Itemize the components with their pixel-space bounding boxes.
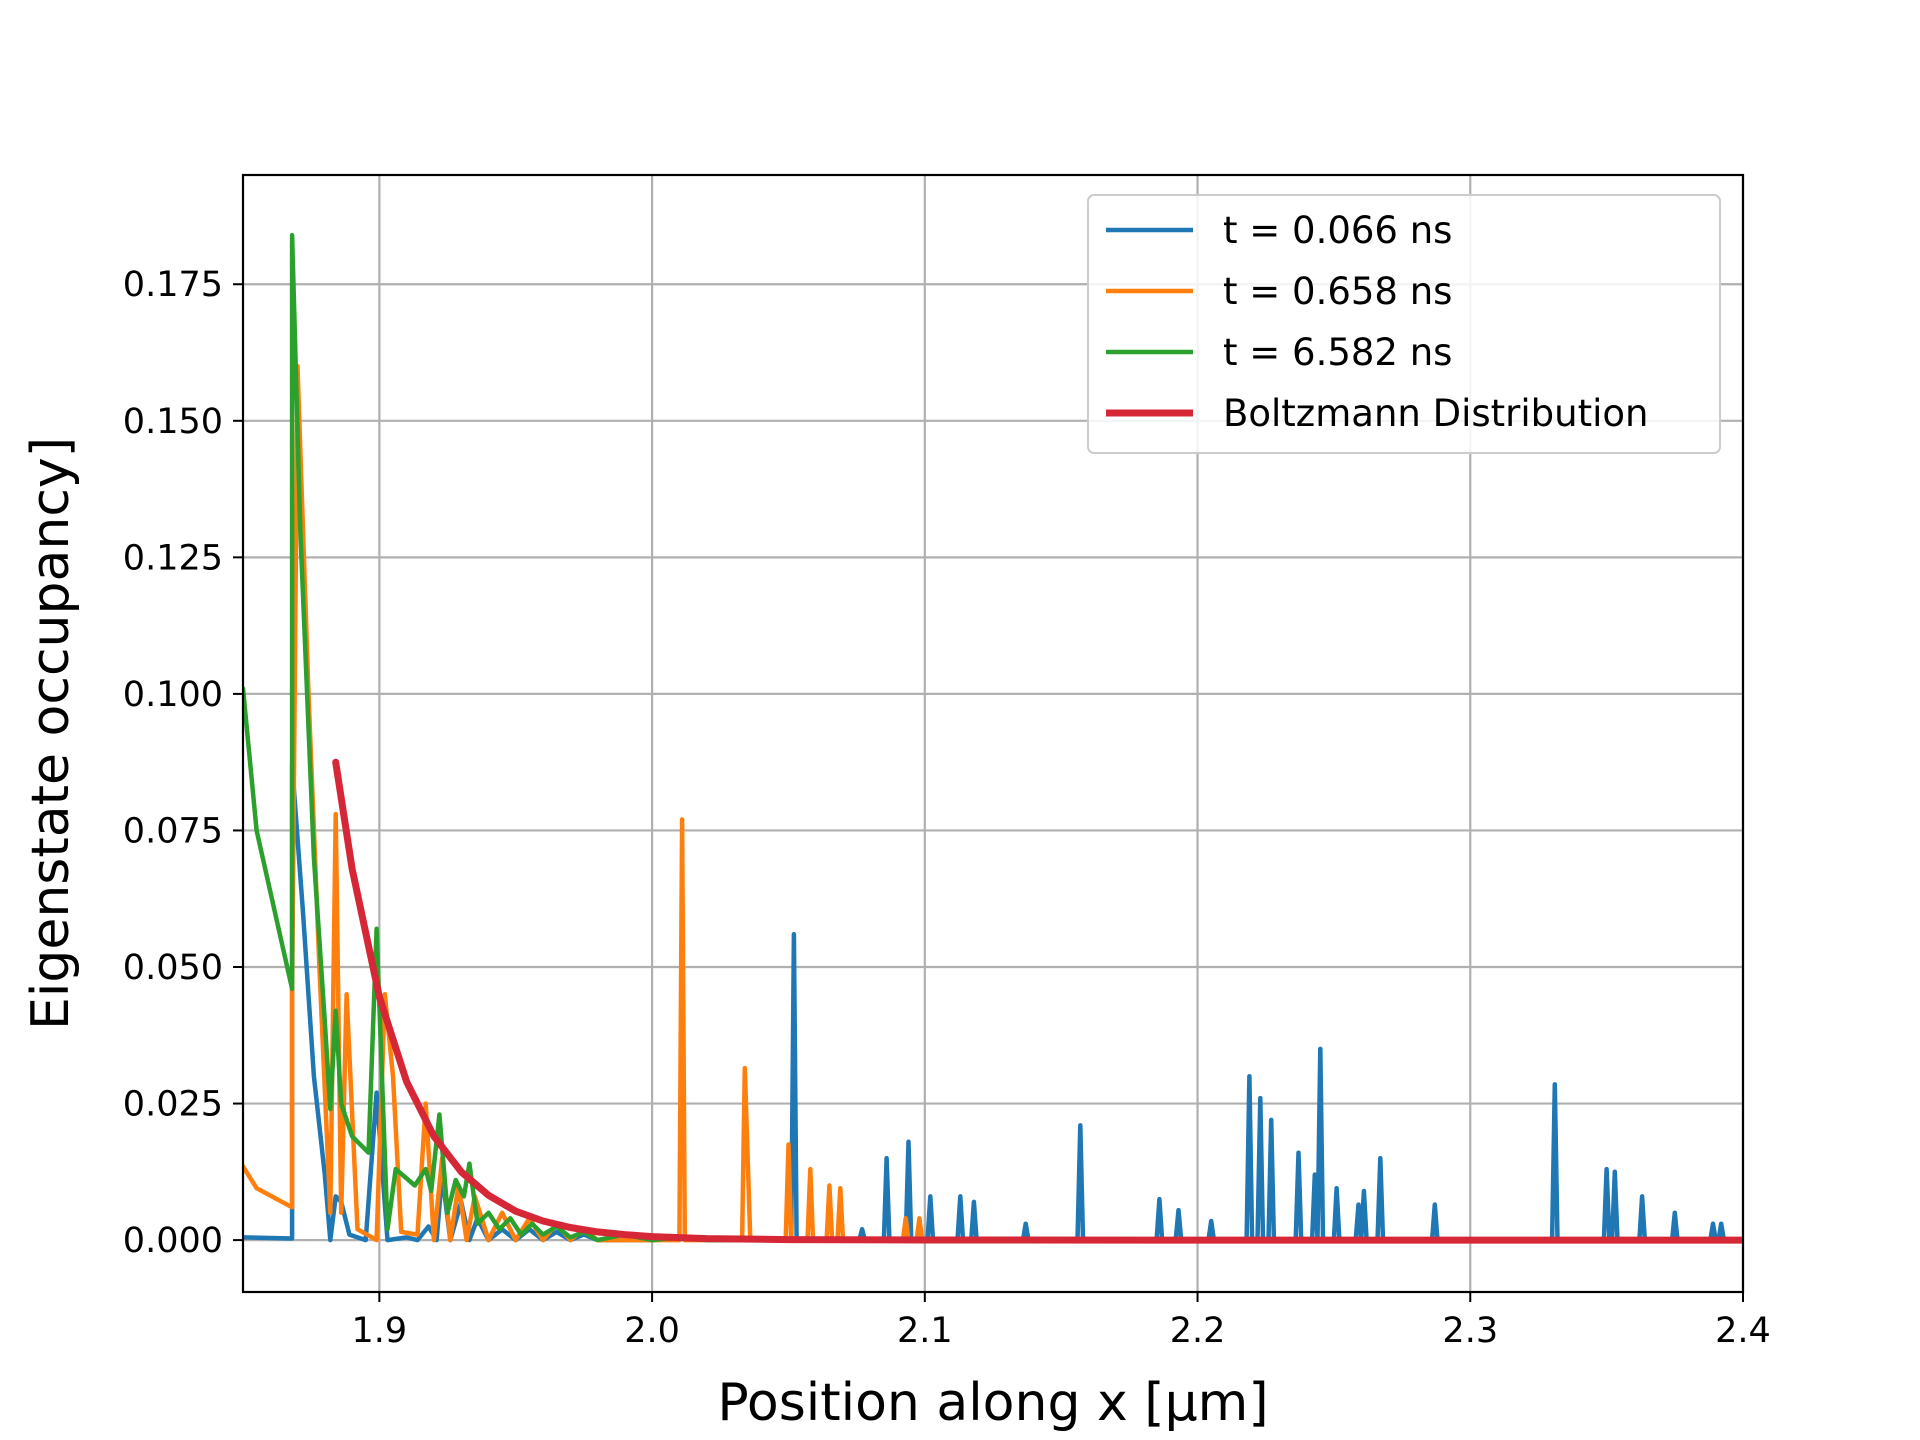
x-tick-label: 2.2 [1170,1311,1226,1351]
legend-label: t = 0.066 ns [1223,209,1452,252]
y-axis-title: Eigenstate occupancy] [21,437,81,1030]
series-line-t-6-582-ns [243,232,1743,1243]
legend-label: Boltzmann Distribution [1223,392,1648,435]
y-tick-label: 0.175 [123,265,223,305]
legend: t = 0.066 ns t = 0.658 ns t = 6.582 ns Bolt… [1087,194,1721,454]
y-tick-label: 0.000 [123,1221,223,1261]
plot-frame [241,173,1745,1294]
y-tick-label: 0.100 [123,675,223,715]
y-tick-label: 0.075 [123,811,223,851]
series-line-boltzmann-distribution [332,758,1743,1244]
x-tick-label: 2.0 [624,1311,680,1351]
y-tick-label: 0.025 [123,1085,223,1125]
x-tick-label: 2.4 [1715,1311,1771,1351]
y-tick-label: 0.050 [123,948,223,988]
legend-label: t = 0.658 ns [1223,270,1452,313]
y-tick-label: 0.150 [123,402,223,442]
x-axis-title: Position along x [µm] [717,1373,1268,1433]
grid-lines [243,175,1745,1292]
y-tick-label: 0.125 [123,538,223,578]
x-axis-ticks: 1.9 2.0 2.1 2.2 2.3 2.4 [352,1292,1771,1351]
x-tick-label: 2.1 [897,1311,953,1351]
series-layer [243,232,1743,1244]
legend-label: t = 6.582 ns [1223,331,1452,374]
x-tick-label: 2.3 [1442,1311,1498,1351]
legend-box [1087,194,1721,454]
x-tick-label: 1.9 [352,1311,408,1351]
y-axis-ticks: 0.000 0.025 0.050 0.075 0.100 0.125 0.150 0.175 [123,265,243,1261]
